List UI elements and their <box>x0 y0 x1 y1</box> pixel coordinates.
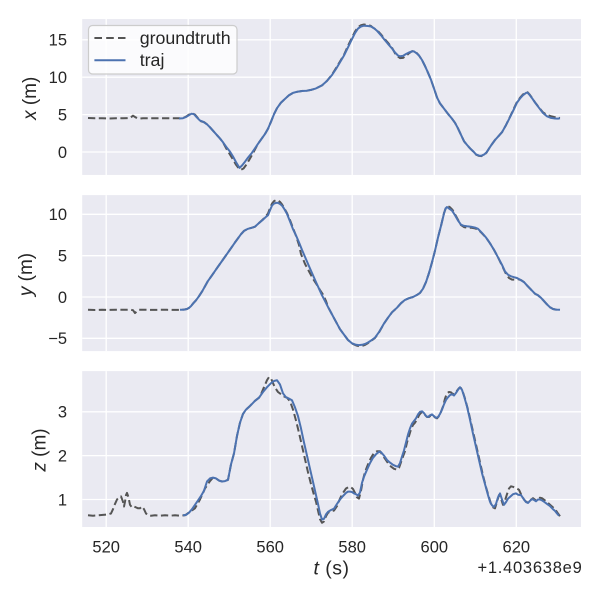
svg-text:580: 580 <box>338 539 366 557</box>
svg-text:+1.403638e9: +1.403638e9 <box>477 559 582 577</box>
svg-text:600: 600 <box>421 539 449 557</box>
svg-text:2: 2 <box>58 447 67 465</box>
svg-text:560: 560 <box>256 539 284 557</box>
svg-text:10: 10 <box>49 206 67 224</box>
svg-text:540: 540 <box>174 539 202 557</box>
svg-text:t (s): t (s) <box>313 558 349 580</box>
svg-text:1: 1 <box>58 491 67 509</box>
svg-text:0: 0 <box>58 144 67 162</box>
svg-text:3: 3 <box>58 404 67 422</box>
svg-text:y (m): y (m) <box>16 253 37 298</box>
svg-text:0: 0 <box>58 289 67 307</box>
svg-text:10: 10 <box>49 69 67 87</box>
svg-text:15: 15 <box>49 32 67 50</box>
svg-text:5: 5 <box>58 106 67 124</box>
svg-text:−5: −5 <box>48 330 67 348</box>
svg-text:traj: traj <box>140 50 165 70</box>
svg-text:520: 520 <box>92 539 120 557</box>
svg-text:groundtruth: groundtruth <box>140 28 231 48</box>
svg-text:620: 620 <box>503 539 531 557</box>
svg-text:z (m): z (m) <box>30 428 51 472</box>
svg-text:x (m): x (m) <box>20 77 41 121</box>
svg-text:5: 5 <box>58 248 67 266</box>
